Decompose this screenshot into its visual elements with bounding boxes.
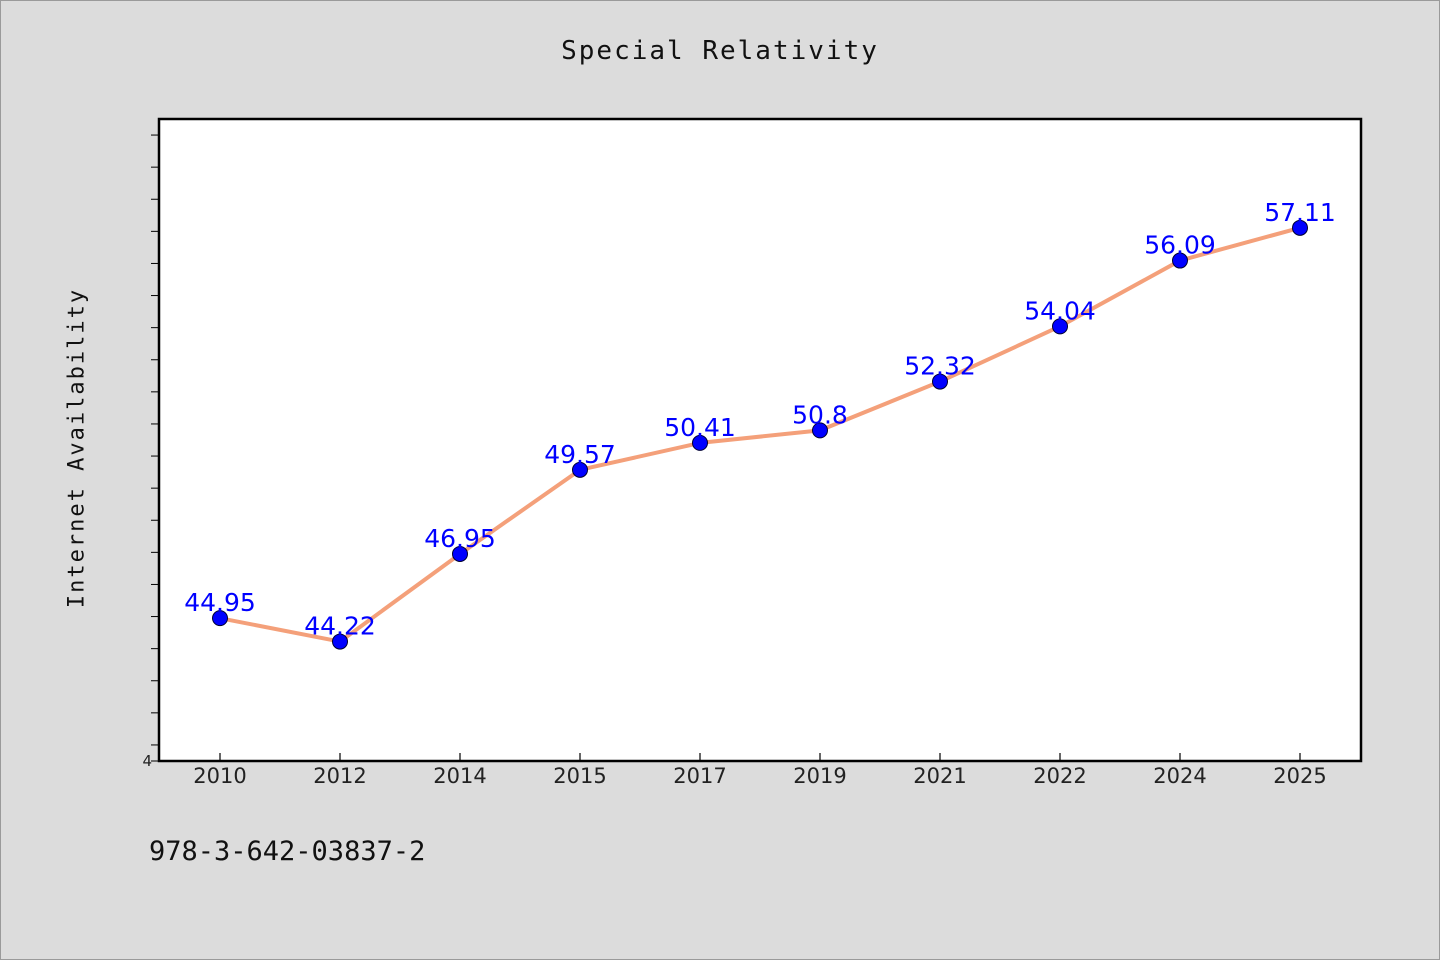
data-point xyxy=(452,545,468,562)
x-tick-label: 2021 xyxy=(913,764,966,788)
data-label: 49.57 xyxy=(544,440,616,469)
data-label: 52.32 xyxy=(904,352,976,381)
data-labels: 44.95 44.22 46.95 49.57 50.41 50.8 52.32 54.04 5… xyxy=(184,198,1336,641)
x-tick-label: 2012 xyxy=(313,764,366,788)
data-point xyxy=(212,610,228,627)
data-label: 56.09 xyxy=(1144,231,1216,260)
data-point xyxy=(1172,252,1188,269)
y-ticks xyxy=(151,134,159,762)
x-tick-label: 2017 xyxy=(673,764,726,788)
y-tick-label-bottom: 4 xyxy=(142,752,152,770)
data-label: 57.11 xyxy=(1264,198,1336,227)
data-label: 54.04 xyxy=(1024,296,1096,325)
data-point xyxy=(572,461,588,478)
series-points xyxy=(212,219,1308,650)
x-tick-label: 2014 xyxy=(433,764,486,788)
plot-background xyxy=(157,117,1363,763)
data-label: 50.41 xyxy=(664,413,736,442)
x-tick-label: 2015 xyxy=(553,764,606,788)
data-label: 44.22 xyxy=(304,612,376,641)
x-tick-label: 2024 xyxy=(1153,764,1206,788)
series-polyline xyxy=(219,225,1301,644)
data-label: 46.95 xyxy=(424,524,496,553)
data-point xyxy=(1052,318,1068,335)
chart-title: Special Relativity xyxy=(561,36,879,66)
series-line xyxy=(219,225,1301,644)
data-point xyxy=(932,373,948,390)
data-point xyxy=(1292,219,1308,236)
data-label: 50.8 xyxy=(792,400,848,429)
x-tick-label: 2019 xyxy=(793,764,846,788)
data-point xyxy=(812,422,828,439)
data-point xyxy=(692,434,708,451)
data-point xyxy=(332,633,348,650)
x-tick-label: 2025 xyxy=(1273,764,1326,788)
x-tick-label: 2010 xyxy=(193,764,246,788)
footer-code: 978-3-642-03837-2 xyxy=(149,836,426,867)
x-tick-label: 2022 xyxy=(1033,764,1086,788)
data-label: 44.95 xyxy=(184,588,256,617)
x-ticks: 2010 2012 2014 2015 2017 2019 2021 2022 2024 2025 xyxy=(193,753,1327,788)
